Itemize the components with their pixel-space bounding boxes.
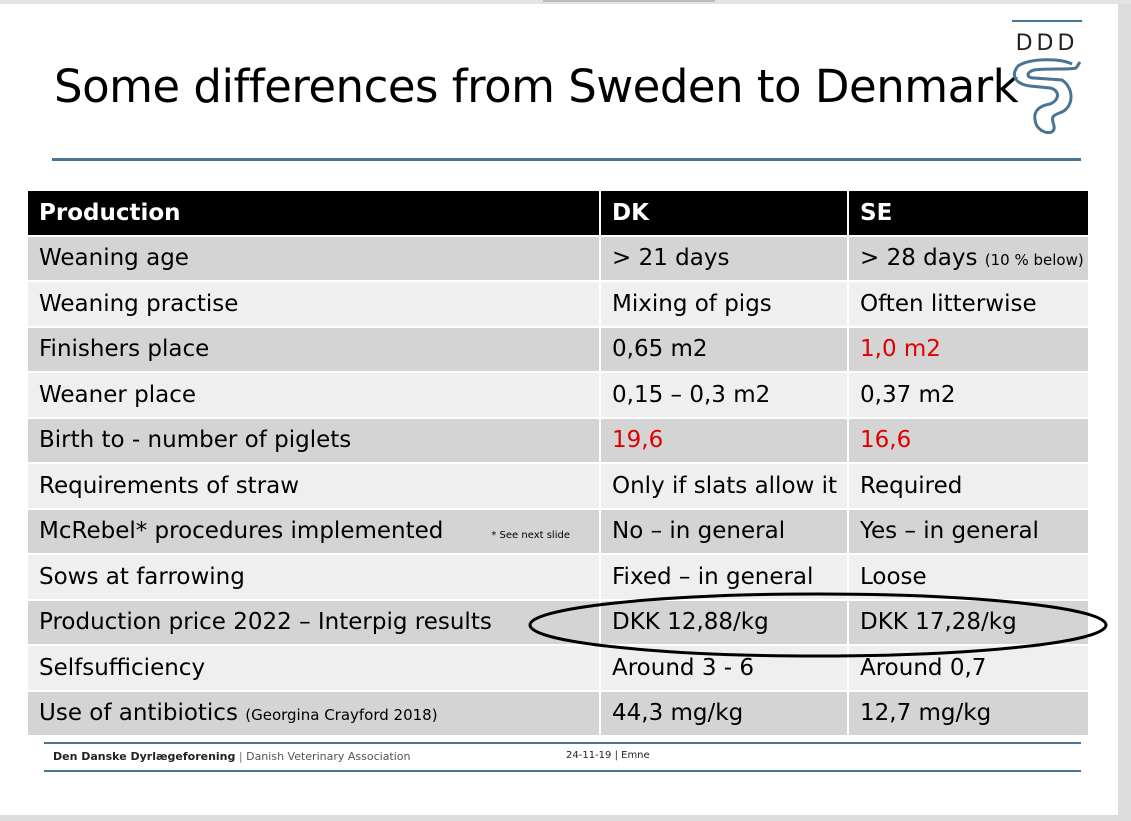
- header-dk: DK: [601, 191, 849, 235]
- highlight-ellipse: [528, 592, 1108, 658]
- se-note: (10 % below): [984, 251, 1084, 270]
- se-value: > 28 days (10 % below): [849, 236, 1090, 280]
- row-label-text: Use of antibiotics: [39, 700, 238, 727]
- footer-rule-top: [44, 742, 1081, 744]
- row-label: Weaning practise: [28, 282, 601, 326]
- row-label: Requirements of straw: [28, 464, 601, 508]
- dk-value: 0,15 – 0,3 m2: [601, 373, 849, 417]
- dk-value: Fixed – in general: [601, 555, 849, 599]
- header-production: Production: [28, 191, 601, 235]
- se-value: Around 0,7: [849, 646, 1090, 690]
- table-row: Weaning age > 21 days > 28 days (10 % be…: [28, 236, 1090, 280]
- row-label-text: McRebel* procedures implemented: [39, 518, 444, 545]
- table-row: Weaning practise Mixing of pigs Often li…: [28, 282, 1090, 326]
- se-value: Yes – in general: [849, 509, 1090, 553]
- se-value: Required: [849, 464, 1090, 508]
- row-label: Sows at farrowing: [28, 555, 601, 599]
- table-row: Requirements of straw Only if slats allo…: [28, 464, 1090, 508]
- footer-org-name: Den Danske Dyrlægeforening: [53, 750, 236, 763]
- footer-rule-bottom: [44, 770, 1081, 772]
- row-label: Birth to - number of piglets: [28, 418, 601, 462]
- table-row: Weaner place 0,15 – 0,3 m2 0,37 m2: [28, 373, 1090, 417]
- table-header: Production DK SE: [28, 191, 1090, 235]
- footer-org: Den Danske Dyrlægeforening | Danish Vete…: [53, 750, 411, 763]
- table-row: Production price 2022 – Interpig results…: [28, 600, 1090, 644]
- comparison-table: Production DK SE Weaning age > 21 days >…: [28, 189, 1090, 737]
- dk-value: Around 3 - 6: [601, 646, 849, 690]
- se-value-text: > 28 days: [860, 245, 978, 272]
- slide-title: Some differences from Sweden to Denmark: [54, 60, 1019, 113]
- dk-value: 19,6: [601, 418, 849, 462]
- se-value: 1,0 m2: [849, 327, 1090, 371]
- row-label: McRebel* procedures implemented * See nex…: [28, 509, 601, 553]
- row-label: Use of antibiotics (Georgina Crayford 20…: [28, 691, 601, 735]
- title-rule: [52, 158, 1081, 161]
- se-value: 0,37 m2: [849, 373, 1090, 417]
- dk-value: 0,65 m2: [601, 327, 849, 371]
- se-value: 16,6: [849, 418, 1090, 462]
- dk-value: DKK 12,88/kg: [601, 600, 849, 644]
- window-top-edge: [0, 0, 1131, 4]
- svg-text:DDD: DDD: [1016, 31, 1079, 56]
- table-row: Use of antibiotics (Georgina Crayford 20…: [28, 691, 1090, 735]
- table-row: McRebel* procedures implemented * See nex…: [28, 509, 1090, 553]
- table-row: Sows at farrowing Fixed – in general Loo…: [28, 555, 1090, 599]
- footer-meta: 24-11-19 | Emne: [566, 750, 650, 761]
- row-label: Selfsufficiency: [28, 646, 601, 690]
- table-row: Birth to - number of piglets 19,6 16,6: [28, 418, 1090, 462]
- footer-org-en: Danish Veterinary Association: [246, 750, 411, 763]
- se-value: Often litterwise: [849, 282, 1090, 326]
- footer-topic: Emne: [621, 750, 650, 761]
- table-row: Selfsufficiency Around 3 - 6 Around 0,7: [28, 646, 1090, 690]
- footnote: * See next slide: [491, 530, 570, 542]
- dk-value: > 21 days: [601, 236, 849, 280]
- row-label: Weaning age: [28, 236, 601, 280]
- footer-date: 24-11-19: [566, 750, 612, 761]
- se-value: Loose: [849, 555, 1090, 599]
- dk-value: No – in general: [601, 509, 849, 553]
- row-label: Production price 2022 – Interpig results: [28, 600, 601, 644]
- citation: (Georgina Crayford 2018): [245, 706, 438, 725]
- row-label: Finishers place: [28, 327, 601, 371]
- window-top-handle: [543, 0, 715, 2]
- header-se: SE: [849, 191, 1090, 235]
- dk-value: 44,3 mg/kg: [601, 691, 849, 735]
- table-row: Finishers place 0,65 m2 1,0 m2: [28, 327, 1090, 371]
- dk-value: Mixing of pigs: [601, 282, 849, 326]
- dk-value: Only if slats allow it: [601, 464, 849, 508]
- se-value: 12,7 mg/kg: [849, 691, 1090, 735]
- ddd-logo: DDD: [1010, 18, 1085, 142]
- row-label: Weaner place: [28, 373, 601, 417]
